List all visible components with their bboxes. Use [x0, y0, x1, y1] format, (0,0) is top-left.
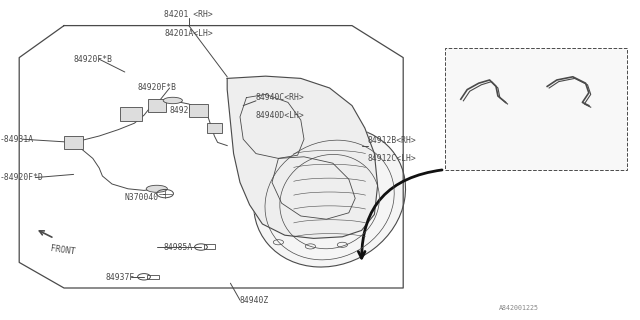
Text: 84937F: 84937F [106, 273, 135, 282]
FancyBboxPatch shape [65, 136, 83, 149]
Text: FRONT: FRONT [50, 244, 76, 256]
Text: 84920F*C: 84920F*C [170, 106, 209, 115]
Text: A842001225: A842001225 [499, 305, 540, 311]
FancyBboxPatch shape [147, 99, 166, 112]
FancyBboxPatch shape [120, 107, 142, 121]
Text: 84201A<LH>: 84201A<LH> [164, 29, 213, 38]
FancyBboxPatch shape [207, 123, 222, 133]
Text: -84931A: -84931A [0, 135, 34, 144]
Text: 84912B<RH>: 84912B<RH> [368, 136, 417, 145]
Ellipse shape [253, 127, 406, 267]
FancyBboxPatch shape [189, 104, 207, 116]
Bar [445, 48, 627, 170]
Text: 84940C<RH>: 84940C<RH> [256, 93, 305, 102]
Text: 84920F*B: 84920F*B [138, 84, 177, 92]
Text: N370040: N370040 [125, 193, 159, 202]
Ellipse shape [147, 185, 168, 192]
Text: 84912C<LH>: 84912C<LH> [368, 154, 417, 163]
Text: 84920F*B: 84920F*B [74, 55, 113, 64]
Text: 84201 <RH>: 84201 <RH> [164, 10, 213, 19]
Text: (0609-): (0609-) [454, 156, 488, 165]
Polygon shape [227, 76, 378, 238]
Ellipse shape [163, 97, 182, 104]
Text: 84940Z: 84940Z [240, 296, 269, 305]
Text: -84920F*D: -84920F*D [0, 173, 44, 182]
Text: (-0609): (-0609) [545, 156, 579, 165]
Text: 84985A: 84985A [163, 243, 193, 252]
Text: 84940D<LH>: 84940D<LH> [256, 111, 305, 120]
